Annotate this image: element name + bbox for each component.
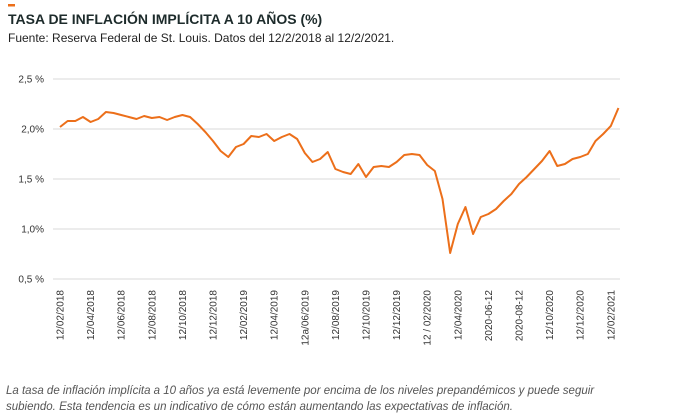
x-tick-label: 2020-06-12 (484, 290, 495, 342)
y-tick-label: 0,5 % (18, 275, 44, 286)
x-tick-label: 12/02/2018 (56, 290, 67, 340)
data-line (59, 107, 620, 254)
accent-mark (8, 4, 15, 7)
x-tick-label: 12/02/2019 (239, 290, 250, 340)
x-tick-label: 12/12/2018 (209, 290, 220, 340)
y-tick-label: 1,5 % (18, 175, 44, 186)
y-tick-label: 1,0% (21, 225, 44, 236)
x-tick-label: 12/08/2018 (147, 290, 158, 340)
x-tick-label: 12/12/2020 (576, 290, 587, 340)
x-tick-label: 12/04/2019 (270, 290, 281, 340)
caption: La tasa de inflación implícita a 10 años… (6, 385, 595, 397)
x-tick-label: 12 / 02/2020 (423, 290, 434, 346)
x-tick-label: 12/10/2019 (362, 290, 373, 340)
x-tick-label: 12/06/2018 (117, 290, 128, 340)
x-tick-label: 12a/06/2019 (300, 290, 311, 346)
caption: subiendo. Esta tendencia es un indicativ… (6, 401, 513, 413)
chart-subtitle: Fuente: Reserva Federal de St. Louis. Da… (8, 31, 394, 45)
x-tick-label: 2020-08-12 (515, 290, 526, 342)
x-tick-label: 12/10/2020 (545, 290, 556, 340)
x-tick-label: 12/04/2020 (453, 290, 464, 340)
x-tick-label: 12/08/2019 (331, 290, 342, 340)
y-tick-label: 2,5 % (18, 75, 44, 86)
x-tick-label: 12/10/2018 (178, 290, 189, 340)
y-tick-label: 2,0% (21, 125, 44, 136)
x-tick-label: 12/12/2019 (392, 290, 403, 340)
chart-title: TASA DE INFLACIÓN IMPLÍCITA A 10 AÑOS (%… (8, 10, 322, 27)
x-tick-label: 12/04/2018 (86, 290, 97, 340)
x-tick-label: 12/02/2021 (606, 290, 617, 340)
